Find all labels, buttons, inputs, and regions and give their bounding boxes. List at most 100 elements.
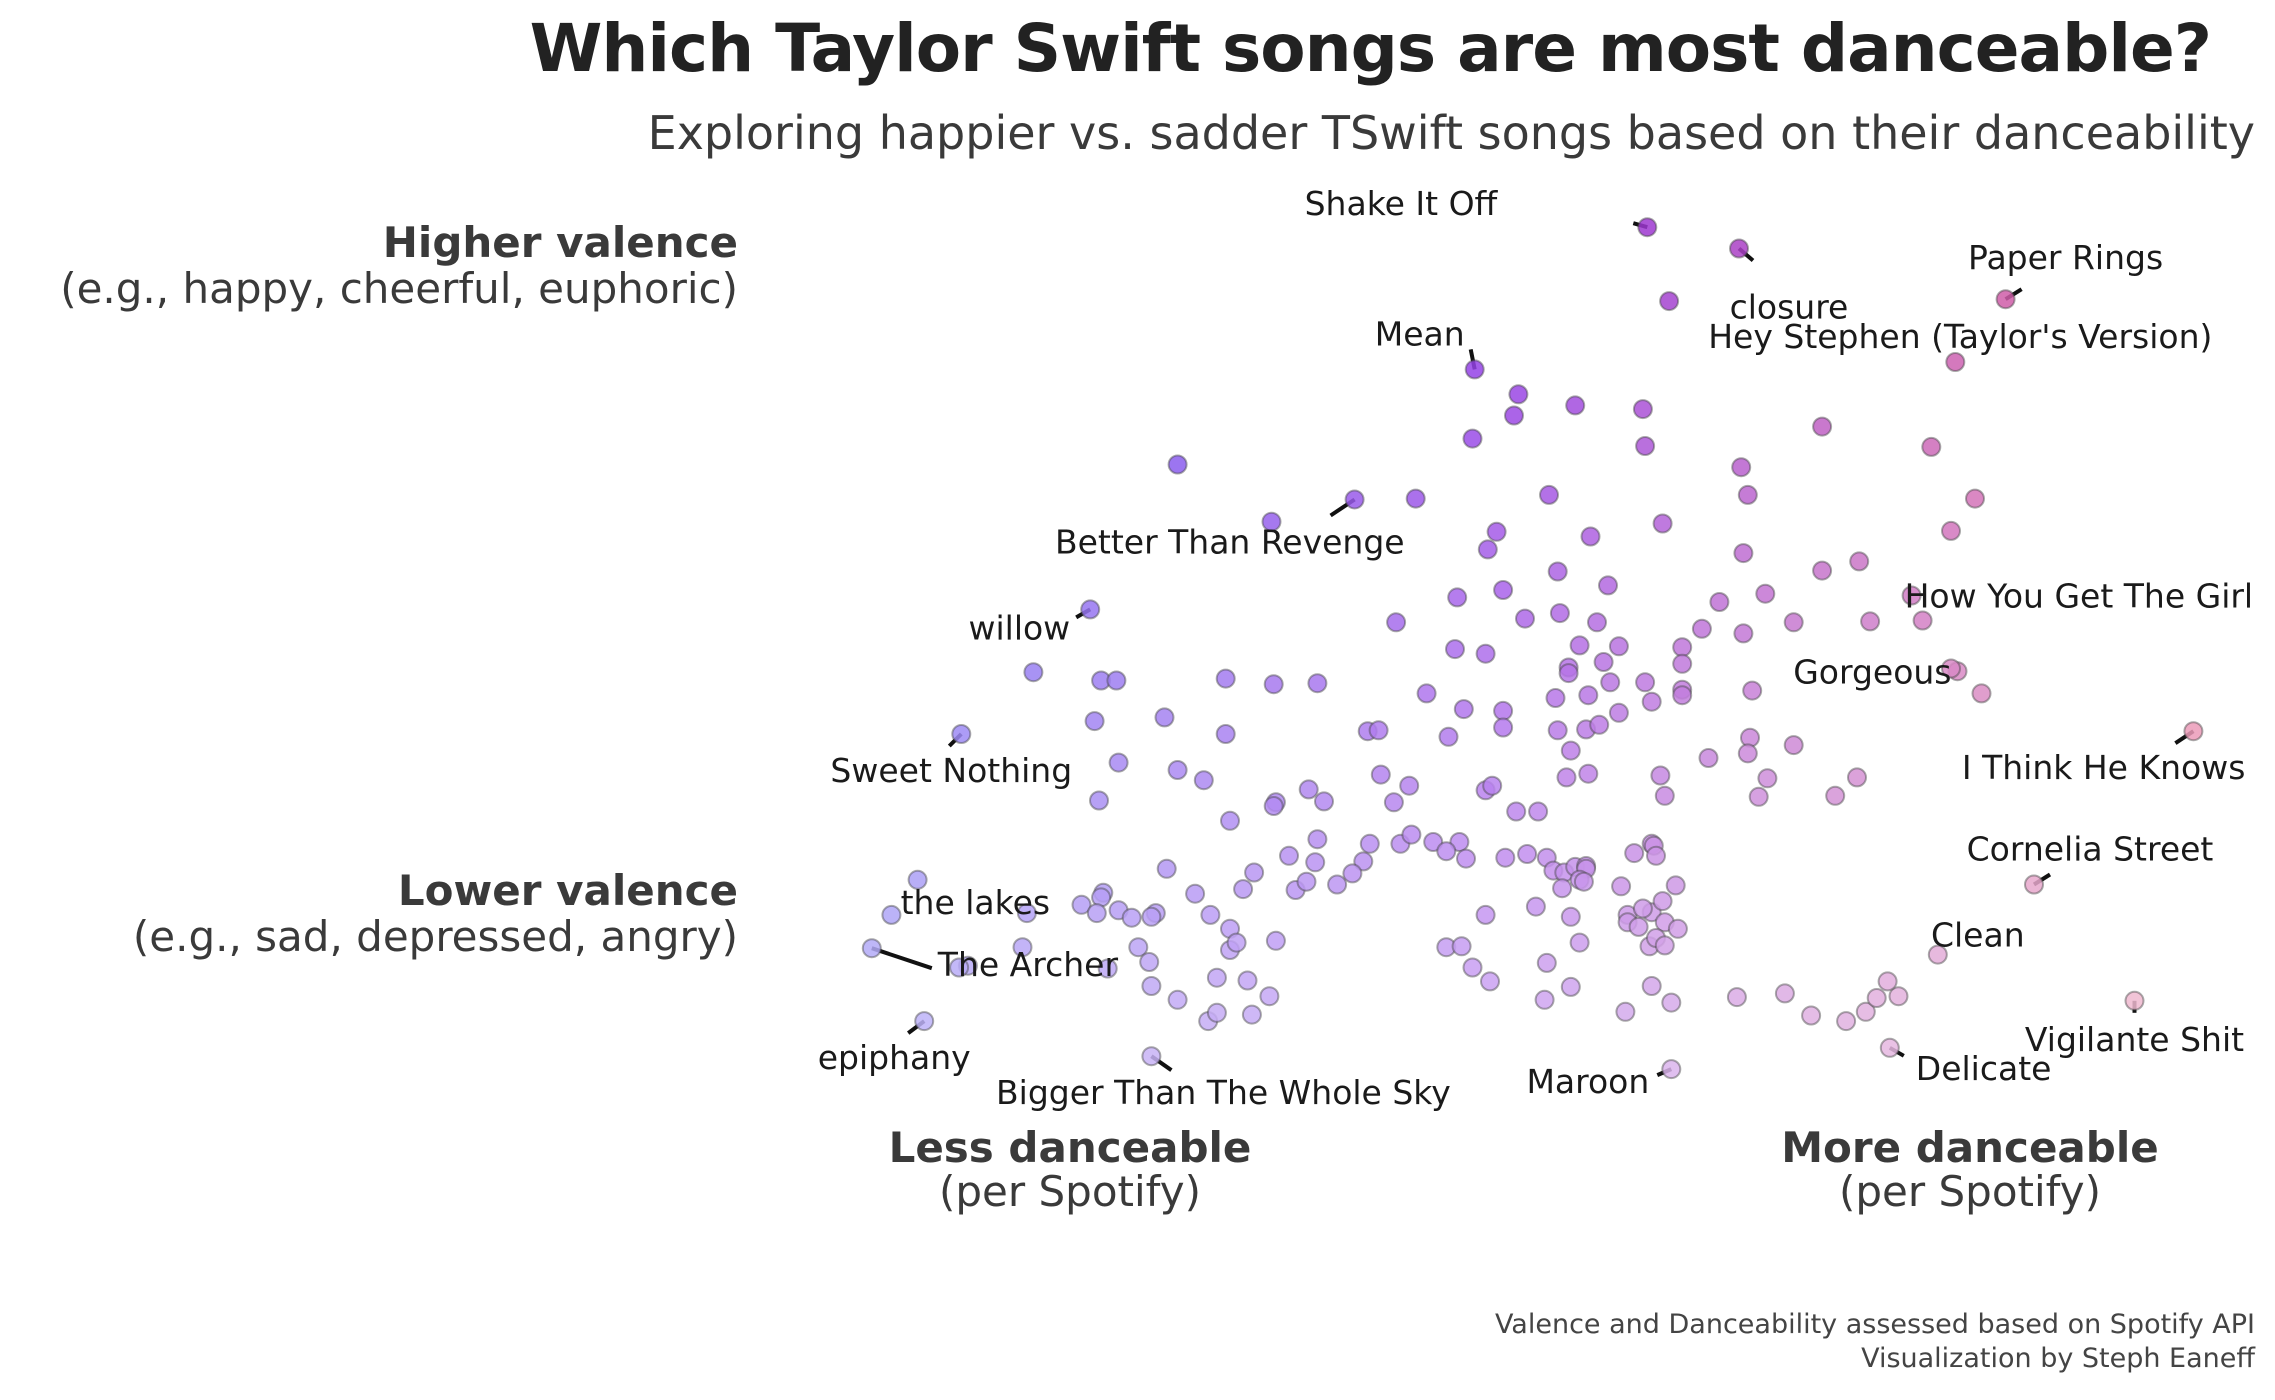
song-label: I Think He Knows — [1962, 748, 2246, 787]
song-point — [1423, 832, 1444, 852]
song-point — [1089, 790, 1109, 811]
caption: Valence and Danceability assessed based … — [1495, 1308, 2255, 1376]
song-point — [1506, 801, 1527, 822]
song-point — [1860, 611, 1881, 632]
song-point-labeled — [1661, 1059, 1682, 1080]
song-point — [1261, 511, 1282, 532]
song-point — [1783, 612, 1804, 633]
song-point — [1641, 691, 1662, 712]
song-point — [1399, 775, 1420, 796]
song-point — [1578, 763, 1599, 784]
song-point — [1888, 986, 1909, 1007]
song-point — [1825, 785, 1846, 806]
song-point-labeled — [907, 869, 928, 890]
song-point — [1528, 801, 1549, 822]
caption-credit: Visualization by Steph Eaneff — [1861, 1343, 2255, 1374]
song-point — [1556, 767, 1577, 788]
song-point — [949, 957, 970, 978]
song-point — [1023, 662, 1044, 683]
song-point — [1167, 760, 1188, 780]
song-point — [1774, 983, 1795, 1004]
song-point — [1071, 894, 1092, 915]
song-point — [1279, 845, 1299, 866]
song-point — [1608, 636, 1629, 657]
song-point-labeled — [1464, 359, 1485, 380]
song-point-labeled — [1995, 289, 2016, 310]
song-point — [1086, 903, 1107, 924]
song-point — [1108, 752, 1129, 773]
song-point — [1233, 879, 1254, 900]
y-axis-label-low: Lower valence (e.g., sad, depressed, ang… — [133, 868, 738, 960]
song-point — [1517, 844, 1538, 864]
song-point — [1206, 1002, 1227, 1023]
song-point — [1327, 874, 1348, 895]
song-point — [1611, 876, 1632, 897]
y-axis-label-high-sub: (e.g., happy, cheerful, euphoric) — [60, 264, 738, 313]
song-point — [1536, 952, 1557, 973]
song-label: Gorgeous — [1793, 652, 1951, 691]
song-point-labeled — [1927, 944, 1948, 965]
song-point — [1608, 702, 1629, 723]
song-point — [1307, 829, 1328, 850]
song-point-labeled — [1637, 217, 1658, 238]
song-point — [1849, 551, 1870, 572]
song-point — [1084, 711, 1105, 732]
song-label: How You Get The Girl — [1905, 577, 2254, 616]
song-point — [1475, 643, 1496, 664]
song-point-labeled — [2183, 721, 2204, 742]
song-point — [1672, 637, 1693, 658]
song-point — [1866, 988, 1887, 1008]
song-point — [1652, 891, 1673, 912]
song-label: Mean — [1375, 314, 1465, 353]
song-point — [1652, 513, 1673, 534]
song-point — [1449, 832, 1470, 852]
song-point — [1265, 930, 1286, 951]
song-point — [1185, 883, 1206, 904]
song-point — [1206, 967, 1227, 988]
song-point — [1569, 635, 1590, 656]
song-point — [1573, 871, 1594, 892]
song-point — [1462, 428, 1483, 449]
song-point — [1241, 1004, 1262, 1025]
song-point — [1226, 932, 1247, 953]
song-point — [1139, 952, 1160, 972]
song-point — [1525, 896, 1546, 917]
song-point — [1263, 674, 1284, 695]
song-point — [1547, 561, 1568, 582]
song-point — [1737, 743, 1758, 764]
song-point — [1215, 668, 1236, 689]
song-point — [1812, 416, 1833, 437]
song-point — [1215, 724, 1236, 744]
song-point — [1383, 792, 1404, 813]
song-point — [1342, 863, 1363, 884]
song-point — [1742, 680, 1763, 701]
song-label: Vigilante Shit — [2025, 1020, 2244, 1059]
song-point — [1359, 833, 1380, 854]
song-point — [1314, 791, 1334, 812]
song-point — [1748, 786, 1769, 807]
song-point — [1167, 989, 1188, 1010]
x-axis-label-low: Less danceable (per Spotify) — [820, 1126, 1320, 1214]
song-point — [1641, 976, 1662, 996]
song-point-labeled — [914, 1011, 935, 1032]
song-point — [1635, 436, 1656, 456]
song-point — [1097, 958, 1118, 979]
song-point — [1783, 735, 1804, 756]
song-point — [1368, 720, 1389, 741]
song-point — [1665, 875, 1686, 896]
song-point — [1549, 603, 1570, 624]
song-point — [1515, 608, 1535, 629]
y-axis-label-low-sub: (e.g., sad, depressed, angry) — [132, 912, 738, 961]
song-point — [1578, 685, 1599, 706]
song-point — [1558, 663, 1579, 684]
song-point — [1193, 770, 1214, 791]
song-point — [1709, 592, 1730, 612]
song-label: closure — [1730, 288, 1849, 327]
song-point — [1733, 623, 1754, 644]
song-point — [1661, 992, 1682, 1013]
song-label: epiphany — [818, 1038, 971, 1077]
song-point — [1305, 852, 1326, 873]
song-point — [1569, 932, 1590, 953]
song-point — [1921, 436, 1942, 457]
song-point — [1580, 526, 1601, 547]
